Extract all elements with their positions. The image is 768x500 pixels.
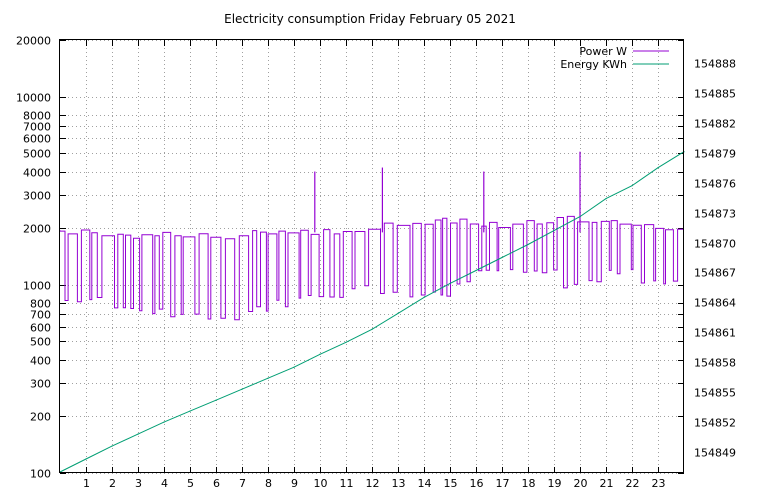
series-energy-point [85,458,87,460]
left-tick-label: 800 [30,298,51,311]
x-tick-label: 20 [574,477,588,490]
right-tick-label: 154888 [694,58,736,71]
x-tick-label: 22 [626,477,640,490]
left-tick-label: 6000 [23,133,51,146]
left-tick-label: 3000 [23,190,51,203]
left-tick-label: 1000 [23,280,51,293]
x-tick-label: 14 [418,477,432,490]
series-energy-line [59,151,685,473]
right-tick-label: 154870 [694,238,736,251]
series-energy-point [397,312,399,314]
right-tick-label: 154852 [694,417,736,430]
series-energy-point [163,421,165,423]
x-tick-label: 1 [83,477,90,490]
right-tick-label: 154879 [694,148,736,161]
left-tick-label: 7000 [23,121,51,134]
series-energy-point [215,399,217,401]
series-energy-point [423,296,425,299]
left-tick-label: 400 [30,355,51,368]
left-tick-label: 200 [30,411,51,424]
x-tick-label: 5 [187,477,194,490]
right-tick-label: 154858 [694,357,736,370]
x-tick-label: 3 [135,477,142,490]
left-tick-label: 4000 [23,167,51,180]
series-energy-point [449,282,451,285]
right-tick-label: 154867 [694,267,736,280]
x-tick-label: 12 [366,477,380,490]
chart-title: Electricity consumption Friday February … [224,12,516,26]
series-energy-point [501,256,503,259]
series-energy-point [579,215,581,218]
x-tick-label: 8 [265,477,272,490]
x-tick-label: 10 [314,477,328,490]
x-tick-label: 17 [496,477,510,490]
right-tick-label: 154855 [694,387,736,400]
right-tick-label: 154861 [694,327,736,340]
x-tick-label: 9 [291,477,298,490]
x-axis: 1 2 3 4 5 6 7 8 9 10 11 12 13 14 15 16 17 18 19 20 21 22 23 [83,40,666,490]
right-axis: 154849 154852 154855 154858 154861 154864 1548… [694,58,736,460]
right-tick-label: 154882 [694,118,736,131]
series-energy-point [241,388,243,390]
series-energy-point [319,353,321,355]
series-energy-point [553,229,555,232]
x-tick-label: 4 [161,477,168,490]
x-tick-label: 2 [109,477,116,490]
series-energy-point [267,377,269,379]
right-tick-label: 154885 [694,88,736,101]
left-tick-label: 20000 [16,35,51,48]
series-energy-point [293,366,295,368]
x-tick-label: 19 [548,477,562,490]
right-tick-label: 154873 [694,208,736,221]
left-tick-label: 700 [30,309,51,322]
series-energy-point [631,185,633,187]
series-energy-point [605,198,607,200]
x-tick-label: 21 [600,477,614,490]
x-tick-label: 13 [392,477,406,490]
right-tick-label: 154849 [694,447,736,460]
x-tick-label: 6 [213,477,220,490]
left-tick-label: 2000 [23,223,51,236]
series-energy-point [527,243,529,246]
series-energy-point [137,433,139,435]
plot-area [59,151,685,473]
x-tick-label: 16 [470,477,484,490]
grid [60,40,684,474]
x-tick-label: 23 [652,477,666,490]
right-tick-label: 154876 [694,178,736,191]
legend-label-energy: Energy KWh [560,58,627,71]
left-tick-label: 5000 [23,148,51,161]
x-tick-label: 18 [522,477,536,490]
x-tick-label: 7 [239,477,246,490]
series-energy-point [657,167,659,169]
series-energy-point [111,445,113,447]
x-tick-label: 11 [340,477,354,490]
series-energy-point [475,269,477,272]
series-energy-point [189,410,191,412]
left-tick-label: 600 [30,322,51,335]
x-tick-label: 15 [444,477,458,490]
plot-frame [59,39,684,473]
legend: Power W Energy KWh [560,45,669,71]
left-tick-label: 300 [30,378,51,391]
left-tick-label: 100 [30,468,51,481]
left-tick-label: 500 [30,336,51,349]
right-tick-label: 154864 [694,297,736,310]
legend-label-power: Power W [579,45,627,58]
series-energy-point [345,341,347,343]
series-power-line [59,215,684,321]
left-tick-label: 10000 [16,92,51,105]
left-tick-label: 8000 [23,110,51,123]
series-energy-point [371,328,373,330]
